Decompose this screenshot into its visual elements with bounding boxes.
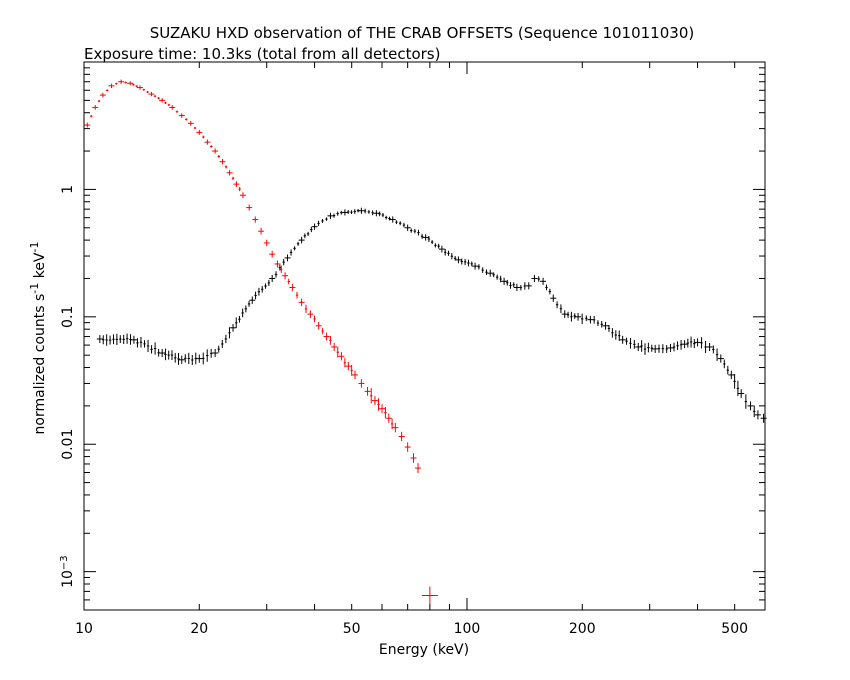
x-tick-label: 500 xyxy=(721,621,748,637)
y-tick-label: 0.01 xyxy=(60,429,76,460)
x-tick-label: 20 xyxy=(190,621,208,637)
x-axis-label: Energy (keV) xyxy=(379,642,469,658)
x-tick-label: 10 xyxy=(75,621,93,637)
y-tick-label: 0.1 xyxy=(60,306,76,328)
x-tick-labels: 10 20 50 100 200 500 xyxy=(75,621,748,637)
y-tick-label: 1 xyxy=(60,185,76,194)
series-red xyxy=(84,79,438,605)
y-axis-label-mid: keV xyxy=(32,252,48,283)
x-tick-label: 100 xyxy=(454,621,481,637)
y-axis-label-exp1: -1 xyxy=(28,283,41,294)
chart-title: SUZAKU HXD observation of THE CRAB OFFSE… xyxy=(150,24,694,42)
chart-subtitle: Exposure time: 10.3ks (total from all de… xyxy=(84,45,440,63)
data-series xyxy=(84,79,767,605)
y-axis-label-main: normalized counts s xyxy=(32,294,48,435)
y-axis-label-exp2: -1 xyxy=(28,242,41,253)
y-tick-label: 10−3 xyxy=(59,555,77,588)
y-tick-labels: 1 0.1 0.01 10−3 xyxy=(59,185,77,588)
y-axis-label: normalized counts s-1 keV-1 xyxy=(28,242,49,435)
axis-ticks xyxy=(83,62,766,611)
series-black xyxy=(96,207,767,423)
plot-frame xyxy=(83,61,766,611)
x-tick-label: 50 xyxy=(343,621,361,637)
x-tick-label: 200 xyxy=(569,621,596,637)
